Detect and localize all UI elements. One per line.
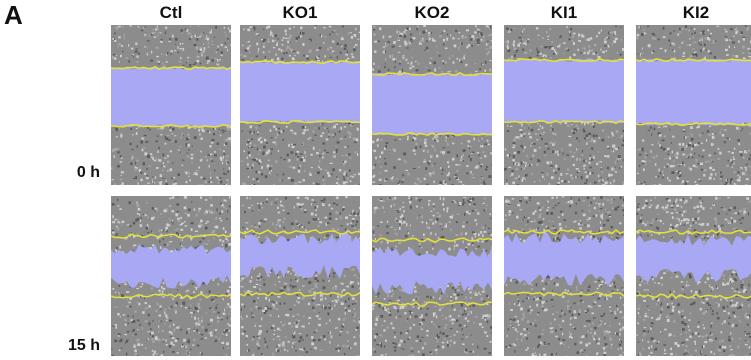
row-label-15h: 15 h [67,337,100,354]
row-label-0h: 0 h [76,164,100,181]
panel-label: A [4,0,23,30]
micrograph-ko2-0h [372,25,492,185]
micrograph-ki1-0h [504,25,624,185]
micrograph-ctl-0h [111,25,231,185]
micrograph-ko1-15h [240,196,360,356]
column-label-ko1: KO1 [282,3,318,22]
micrograph-ko2-15h [372,196,492,356]
column-label-ctl: Ctl [159,3,183,22]
column-label-ko2: KO2 [414,3,450,22]
micrograph-ki2-0h [636,25,751,185]
micrograph-ki2-15h [636,196,751,356]
column-label-ki2: KI2 [682,3,710,22]
micrograph-ctl-15h [111,196,231,356]
micrograph-ko1-0h [240,25,360,185]
micrograph-ki1-15h [504,196,624,356]
column-label-ki1: KI1 [550,3,578,22]
